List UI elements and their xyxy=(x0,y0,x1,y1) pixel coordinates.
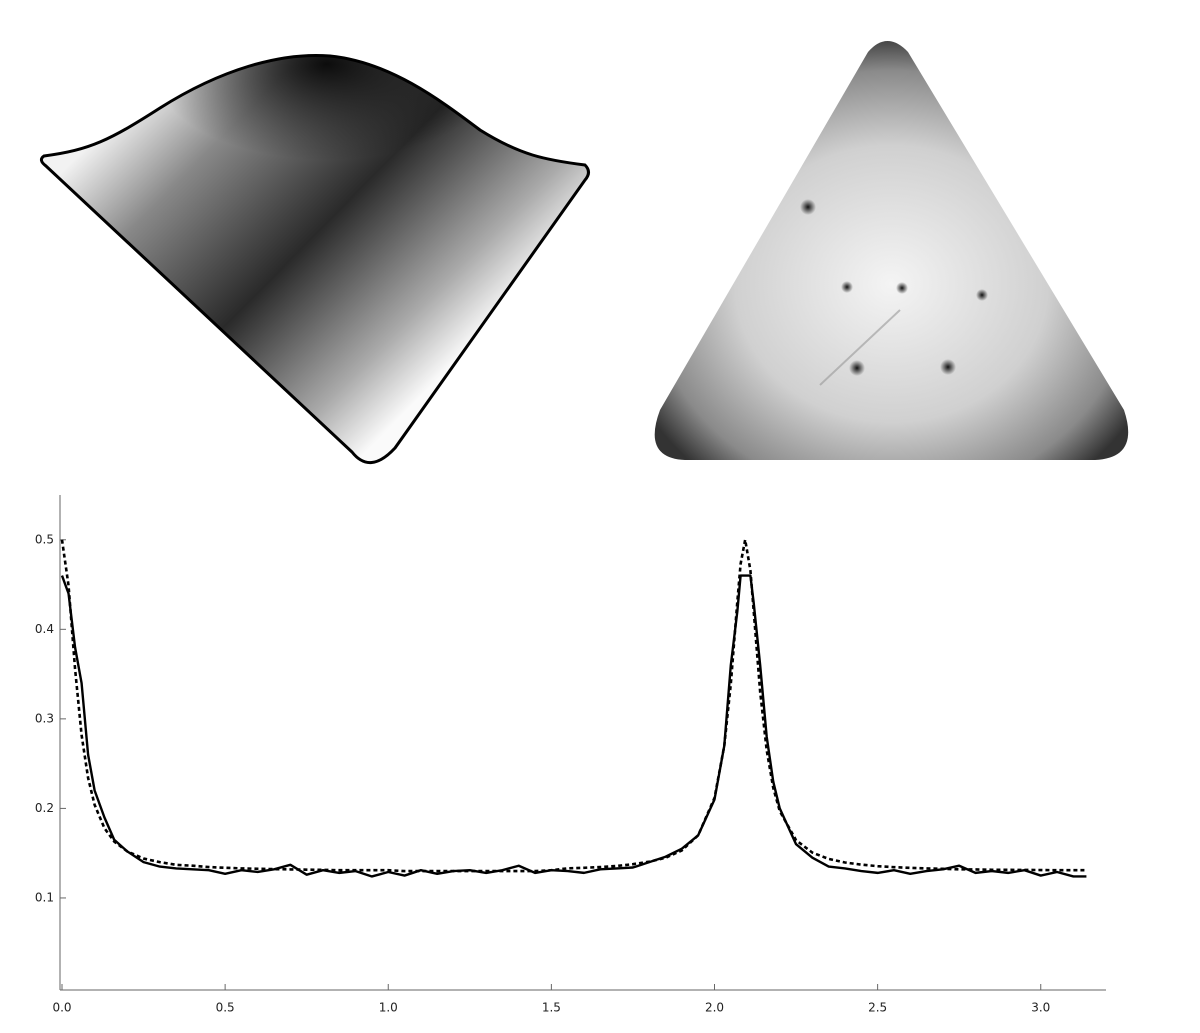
solid-line xyxy=(60,574,1087,878)
y-tick-label: 0.3 xyxy=(35,711,54,725)
line-chart: 0.1 0.2 0.3 0.4 0.5 0.0 0.5 1.0 1.5 2.0 2.5 3.0 xyxy=(35,495,1106,1015)
y-tick-label: 0.1 xyxy=(35,890,54,904)
x-tick-label: 3.0 xyxy=(1031,1001,1050,1015)
x-tick-label: 1.5 xyxy=(542,1001,561,1015)
y-tick-label: 0.2 xyxy=(35,801,54,815)
surface-plot xyxy=(39,53,590,464)
x-tick-label: 0.0 xyxy=(52,1001,71,1015)
y-tick-label: 0.5 xyxy=(35,532,54,546)
x-tick-label: 2.5 xyxy=(868,1001,887,1015)
x-tick-label: 1.0 xyxy=(379,1001,398,1015)
triangle-photo xyxy=(654,41,1129,460)
dashed-line xyxy=(60,538,1087,873)
x-tick-label: 2.0 xyxy=(705,1001,724,1015)
y-tick-label: 0.4 xyxy=(35,622,54,636)
x-tick-label: 0.5 xyxy=(216,1001,235,1015)
